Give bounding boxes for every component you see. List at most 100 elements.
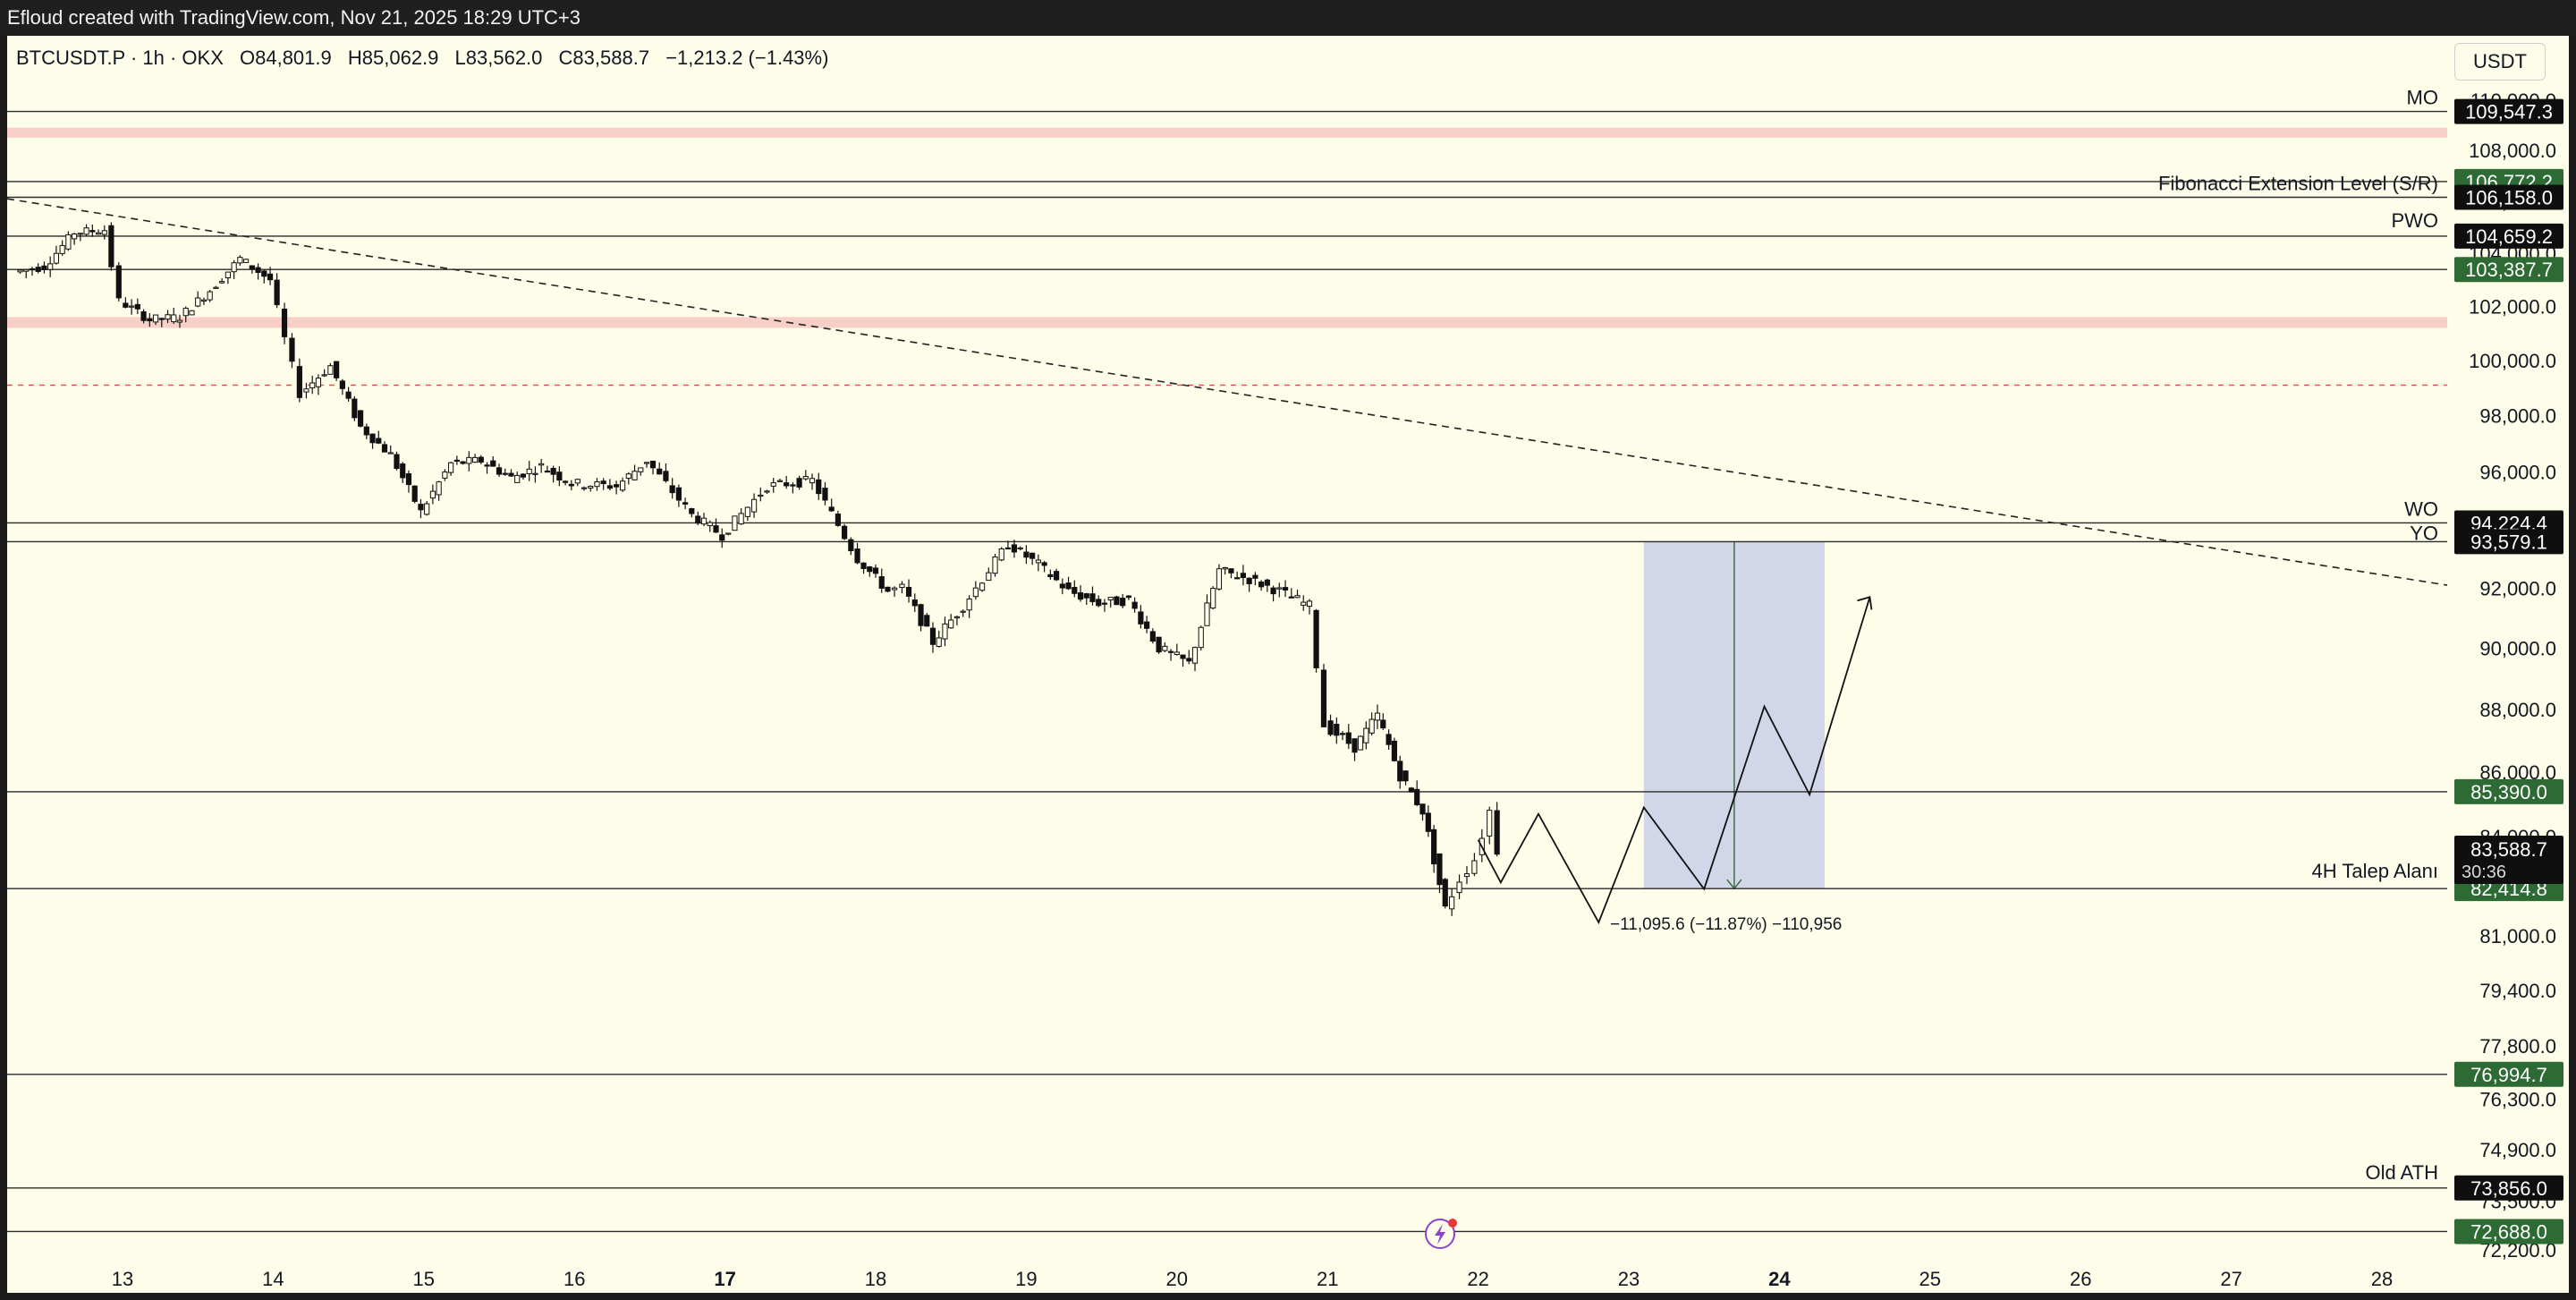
candle [140, 310, 147, 321]
x-tick-label: 16 [564, 1268, 585, 1290]
candle [1059, 583, 1065, 589]
candle [363, 426, 369, 436]
candle [979, 582, 986, 591]
candle [1391, 740, 1398, 761]
candle [23, 268, 30, 272]
candle [948, 619, 954, 629]
candle [345, 391, 352, 399]
candle [1264, 579, 1270, 586]
y-tick-label: 90,000.0 [2479, 637, 2556, 659]
candle [1096, 599, 1102, 607]
candle [369, 433, 376, 444]
candle [242, 259, 250, 263]
symbol-label[interactable]: BTCUSDT.P · 1h · OKX [16, 47, 224, 69]
y-tick-label: 76,300.0 [2479, 1088, 2556, 1110]
candle [1442, 879, 1448, 907]
candle [1222, 566, 1228, 570]
candle [115, 265, 122, 299]
candle [725, 532, 732, 535]
candle [924, 615, 930, 627]
candle [502, 472, 508, 475]
candle [835, 513, 841, 526]
candle [594, 480, 600, 488]
candle [176, 319, 183, 323]
candle [237, 257, 243, 264]
candle [1339, 733, 1346, 735]
candle [53, 252, 60, 264]
candle [750, 498, 758, 513]
candle [189, 310, 195, 316]
candle [1072, 587, 1078, 594]
candle [816, 479, 822, 495]
y-tick-label: 98,000.0 [2479, 405, 2556, 428]
lightning-icon [1435, 1224, 1445, 1245]
y-tick-label: 108,000.0 [2469, 140, 2556, 162]
candle [182, 308, 189, 317]
candle [1077, 592, 1084, 600]
candle [231, 262, 237, 273]
resistance-zone [7, 127, 2447, 138]
change-value: −1,213.2 (−1.43%) [665, 47, 829, 69]
candle [309, 382, 316, 389]
candle [960, 610, 966, 613]
x-tick-label: 22 [1467, 1268, 1488, 1290]
candle [1156, 636, 1162, 653]
candle [1228, 568, 1234, 574]
candle [1041, 562, 1047, 566]
candle [532, 472, 538, 475]
candle [936, 637, 942, 647]
close-value: C83,588.7 [558, 47, 650, 69]
price-tag-fib [2454, 184, 2563, 210]
candle [424, 503, 430, 515]
candle [101, 230, 107, 235]
candle [400, 463, 406, 479]
candle [802, 476, 809, 480]
last-price-tag [2454, 835, 2563, 884]
price-chart[interactable]: MO Fibonacci Extension Level (S/R) PWO WOYO… [0, 36, 2576, 1300]
projected-path[interactable] [1477, 597, 1871, 925]
candle [261, 270, 267, 277]
candle [1301, 601, 1307, 606]
price-tag-level-103 [2454, 257, 2563, 283]
candle [496, 467, 503, 475]
candle [1313, 609, 1319, 668]
candle [59, 244, 65, 254]
candle [281, 308, 288, 337]
candle [255, 267, 261, 273]
trend-line[interactable] [6, 198, 2448, 586]
currency-unit-button[interactable]: USDT [2454, 43, 2546, 81]
candle [1352, 738, 1358, 753]
y-tick-label: 100,000.0 [2469, 350, 2556, 372]
candle [992, 557, 998, 574]
candle [526, 468, 532, 474]
candle [1167, 650, 1174, 653]
x-tick-label: 24 [1768, 1268, 1791, 1290]
candle [339, 380, 345, 389]
candle [1449, 896, 1455, 910]
candle [1023, 551, 1030, 558]
candle [1114, 596, 1120, 606]
price-tag-MO [2454, 98, 2563, 124]
price-tag-text: 103,387.7 [2465, 259, 2553, 281]
candle [1198, 626, 1204, 649]
y-tick-label: 88,000.0 [2479, 699, 2556, 721]
candle [663, 471, 669, 481]
candle [878, 576, 885, 589]
candle [1368, 718, 1375, 734]
candle [885, 586, 891, 592]
candle [1294, 595, 1301, 599]
candle [436, 481, 442, 496]
price-tag-text: 76,994.7 [2470, 1064, 2547, 1086]
symbol-legend: BTCUSDT.P · 1h · OKX O84,801.9 H85,062.9… [16, 47, 839, 70]
candle [790, 484, 796, 487]
candle [1270, 587, 1276, 595]
candle [929, 627, 936, 645]
candle [713, 525, 719, 533]
x-tick-label: 25 [1919, 1268, 1941, 1290]
candle [550, 467, 556, 475]
price-tag-text: 73,856.0 [2470, 1177, 2547, 1200]
candle [448, 462, 454, 473]
chart-area[interactable]: MO Fibonacci Extension Level (S/R) PWO WO YO… [0, 36, 2576, 1300]
candle [123, 302, 129, 308]
x-tick-label: 15 [413, 1268, 435, 1290]
